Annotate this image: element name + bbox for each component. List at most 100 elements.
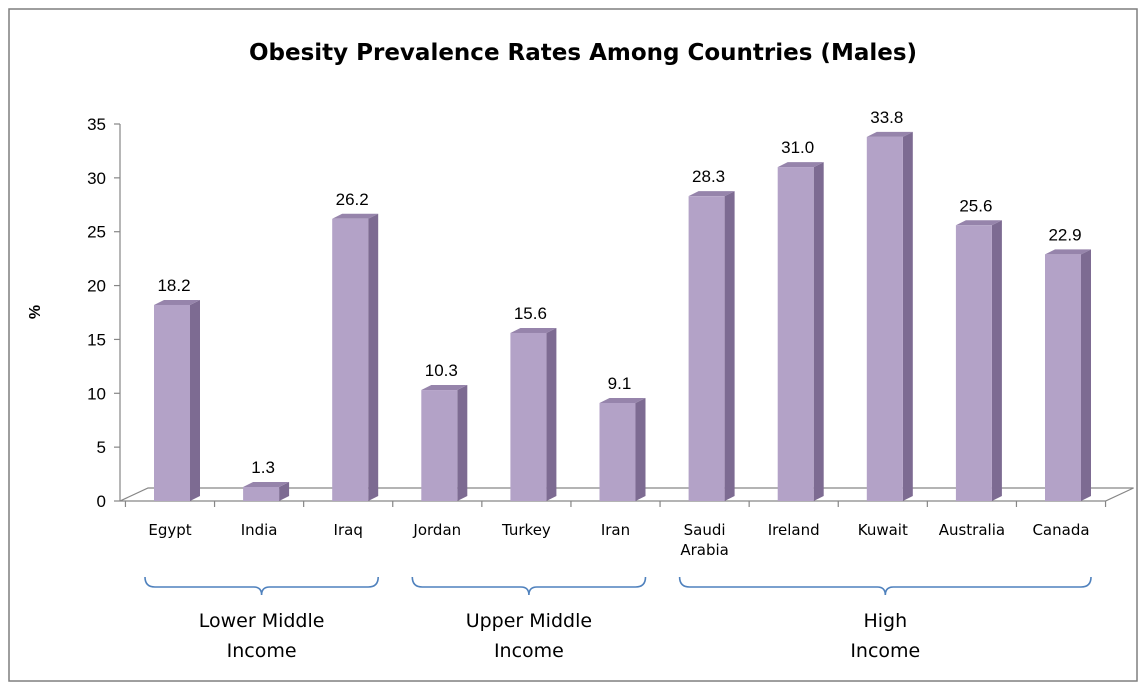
bar-top: [510, 327, 557, 333]
bar-side: [724, 191, 735, 501]
data-label: 26.2: [336, 190, 369, 209]
group-label-line: Income: [227, 640, 297, 662]
bar: [243, 481, 290, 501]
bar: [688, 191, 735, 501]
bar-side: [546, 327, 557, 501]
x-tick-label-line: Jordan: [412, 521, 461, 539]
bar-side: [190, 299, 200, 501]
bar: [866, 131, 913, 501]
bar-front: [510, 332, 547, 501]
group-label-line: High: [863, 610, 907, 632]
bar-side: [902, 131, 913, 501]
x-tick-label-line: India: [241, 521, 278, 539]
x-tick-label: Saudi Arabia: [680, 521, 729, 559]
group-label-line: Upper Middle: [466, 610, 592, 632]
bars: [154, 131, 1091, 502]
bar: [510, 327, 557, 501]
bar-front: [688, 196, 725, 501]
bar-side: [635, 397, 646, 501]
data-label: 31.0: [781, 138, 814, 157]
x-tick-label-line: Iran: [601, 521, 630, 539]
x-tick-label: Turkey: [501, 521, 551, 539]
group-bracket: [678, 576, 1092, 596]
group-label-line: Lower Middle: [199, 610, 325, 632]
group: Upper Middle Income: [411, 576, 647, 662]
bar-side: [279, 481, 290, 501]
x-tick-label: Ireland: [768, 521, 820, 539]
bar-front: [154, 304, 190, 501]
bar-side: [368, 213, 379, 501]
y-axis-label: %: [27, 305, 44, 319]
group-label: Lower Middle Income: [199, 610, 325, 662]
data-label: 18.2: [157, 276, 190, 295]
bar-top: [688, 191, 735, 197]
bar-front: [1045, 254, 1081, 501]
bar-front: [243, 486, 280, 501]
data-label: 25.6: [959, 196, 992, 215]
bar-top: [955, 220, 1002, 226]
data-label: 33.8: [870, 108, 903, 127]
x-tick-label-line: Turkey: [501, 521, 551, 539]
bar-top: [599, 397, 646, 403]
x-tick-label: Australia: [939, 521, 1005, 539]
category-labels: Egypt India Iraq Jordan Turkey Iran Saudi Arabi…: [148, 521, 1089, 559]
x-tick-label: India: [241, 521, 278, 539]
data-labels: 18.2 1.3 26.2 10.3 15.6 9.1 28.3 31.0 33.8 25.6 22…: [157, 108, 1081, 477]
bar-top: [777, 162, 824, 168]
data-label: 9.1: [608, 374, 632, 393]
y-tick-label: 35: [87, 115, 106, 134]
x-tick-label-line: Iraq: [334, 521, 363, 539]
bar-top: [243, 481, 290, 487]
bar-top: [866, 131, 913, 137]
chart-floor: [119, 487, 1134, 502]
x-tick-label-line: Canada: [1032, 521, 1089, 539]
group-label-line: Income: [850, 640, 920, 662]
x-tick-label: Egypt: [148, 521, 191, 539]
bar-front: [777, 167, 814, 502]
bar-side: [457, 385, 468, 501]
bar-front: [421, 390, 458, 501]
y-tick-label: 20: [87, 277, 106, 296]
group-label-line: Income: [494, 640, 564, 662]
group-label: Upper Middle Income: [466, 610, 592, 662]
data-label: 15.6: [514, 304, 547, 323]
y-tick-label: 30: [87, 169, 106, 188]
x-tick-label: Canada: [1032, 521, 1089, 539]
group-label: High Income: [850, 610, 920, 662]
bar-front: [332, 218, 369, 501]
y-tick-label: 5: [97, 438, 106, 457]
axes: 0 5 10 15 20 25 30 35: [87, 115, 1134, 511]
x-tick-label-line: Australia: [939, 521, 1005, 539]
bar-top: [154, 299, 200, 305]
bar: [154, 299, 200, 501]
group: High Income: [678, 576, 1092, 662]
x-tick-label-line: Egypt: [148, 521, 191, 539]
x-tick-label: Iraq: [334, 521, 363, 539]
x-tick-label: Iran: [601, 521, 630, 539]
data-label: 28.3: [692, 167, 725, 186]
x-tick-label-line: Kuwait: [858, 521, 908, 539]
bar: [421, 385, 468, 501]
bar: [777, 162, 824, 502]
x-tick-label: Jordan: [412, 521, 461, 539]
bar-top: [421, 385, 468, 391]
bar-top: [332, 213, 379, 219]
bar-side: [991, 220, 1002, 501]
data-label: 22.9: [1048, 225, 1081, 244]
bar: [1045, 249, 1091, 501]
bar: [955, 220, 1002, 501]
bar-front: [955, 225, 992, 501]
x-tick-label-line: Saudi: [684, 521, 726, 539]
y-tick-label: 10: [87, 384, 106, 403]
group-bracket: [411, 576, 647, 596]
y-tick-label: 0: [97, 492, 106, 511]
y-tick-label: 15: [87, 330, 106, 349]
bar-side: [1081, 249, 1091, 501]
x-tick-label-line: Arabia: [680, 541, 729, 559]
bar-front: [866, 136, 903, 501]
bar-top: [1045, 249, 1091, 255]
bar: [599, 397, 646, 501]
